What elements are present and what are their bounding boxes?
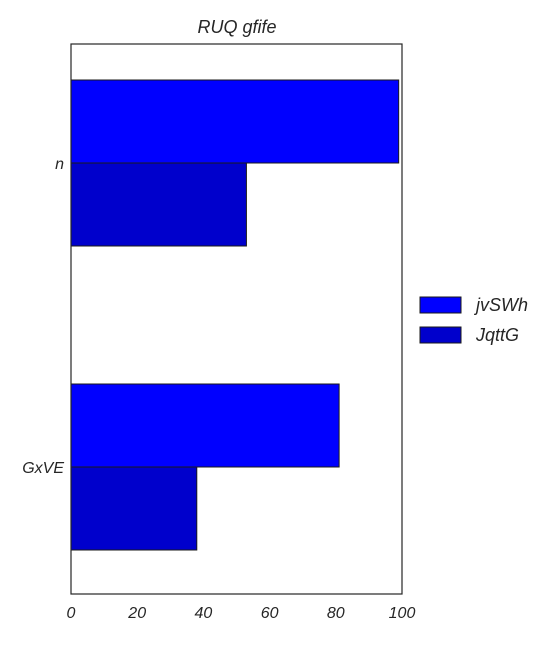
plot-frame [70, 43, 403, 595]
y-axis-ticks: n GxVE [22, 156, 64, 477]
legend-swatch [419, 326, 462, 344]
x-tick-label: 0 [67, 605, 76, 622]
bar-JqttG-n [70, 162, 247, 247]
x-tick-label: 80 [327, 605, 345, 622]
legend-swatch [419, 296, 462, 314]
bar-jvSWh-GxVE [70, 383, 340, 468]
legend-label: jvSWh [473, 295, 528, 315]
x-axis-ticks: 0 20 40 60 80 100 [67, 605, 416, 622]
chart-title: RUQ gfife [197, 17, 276, 37]
bars-layer [70, 79, 400, 551]
x-tick-label: 20 [127, 605, 146, 622]
bar-JqttG-GxVE [70, 466, 198, 551]
y-tick-label: GxVE [22, 460, 64, 477]
bar-jvSWh-n [70, 79, 400, 164]
x-tick-label: 60 [261, 605, 279, 622]
y-tick-label: n [55, 156, 64, 173]
x-tick-label: 100 [389, 605, 416, 622]
legend: jvSWh JqttG [419, 295, 528, 345]
x-tick-label: 40 [195, 605, 213, 622]
legend-label: JqttG [475, 325, 519, 345]
